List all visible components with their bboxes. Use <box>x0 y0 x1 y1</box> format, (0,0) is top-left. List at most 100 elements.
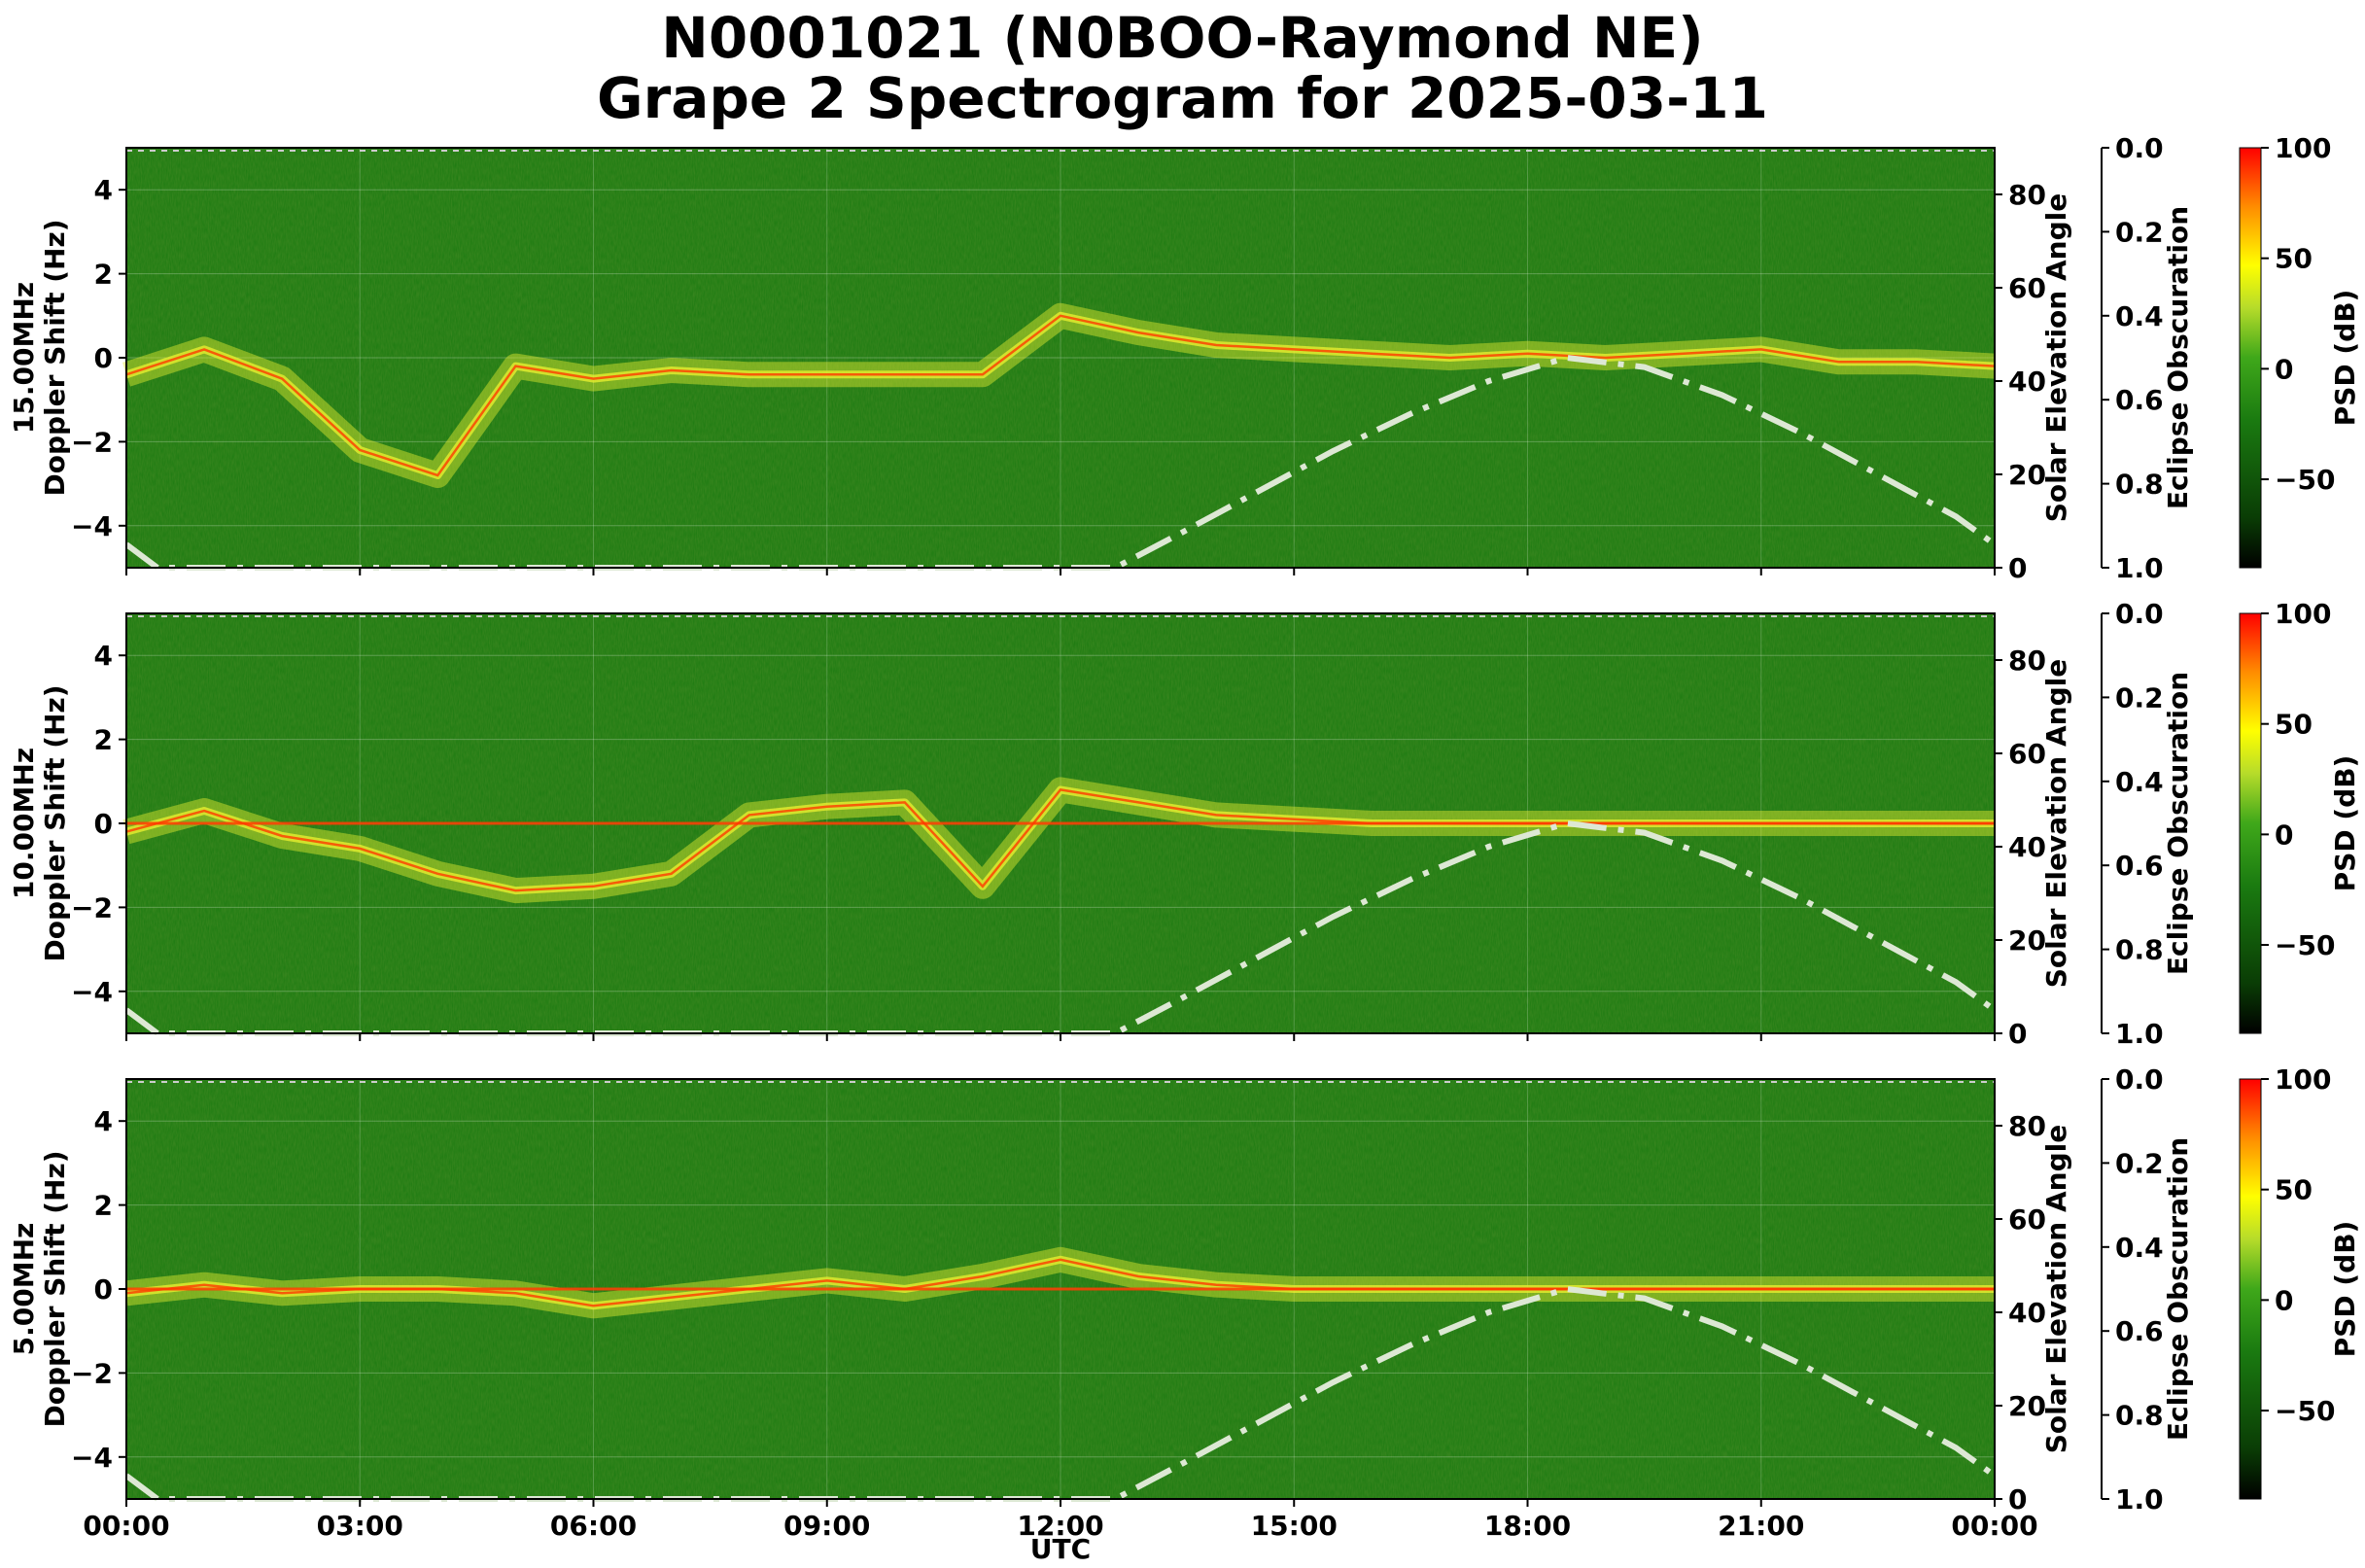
y-tick-label: 2 <box>94 724 113 756</box>
chart-title: N0001021 (N0BOO-Raymond NE) Grape 2 Spec… <box>0 8 2365 128</box>
eclipse-tick-label: 0.0 <box>2115 1063 2164 1096</box>
colorbar-tick-label: 50 <box>2275 243 2313 275</box>
eclipse-tick-label: 1.0 <box>2115 1483 2164 1516</box>
y-axis-label-doppler: Doppler Shift (Hz) <box>39 684 71 961</box>
doppler-trace-core <box>125 1258 1995 1307</box>
eclipse-tick-label: 1.0 <box>2115 1018 2164 1050</box>
spectrogram-noise <box>126 148 1995 568</box>
elevation-tick-label: 60 <box>2008 738 2046 770</box>
elevation-tick-label: 60 <box>2008 1203 2046 1236</box>
elevation-tick-label: 20 <box>2008 924 2046 957</box>
y-tick-label: −4 <box>71 976 113 1008</box>
x-tick-label: 21:00 <box>1718 1510 1804 1542</box>
eclipse-tick-label: 0.2 <box>2115 1147 2164 1179</box>
x-tick-label: 09:00 <box>783 1510 870 1542</box>
eclipse-obscuration-label: Eclipse Obscuration <box>2162 672 2194 975</box>
eclipse-tick-label: 0.8 <box>2115 1400 2164 1432</box>
x-tick-label: 18:00 <box>1484 1510 1571 1542</box>
colorbar <box>2239 147 2262 569</box>
colorbar-tick-label: 100 <box>2275 1063 2331 1096</box>
colorbar-tick-label: 100 <box>2275 598 2331 630</box>
y-tick-label: 4 <box>94 1105 113 1137</box>
eclipse-tick-label: 0.4 <box>2115 766 2164 798</box>
y-tick-label: 0 <box>94 342 113 374</box>
x-tick-label: 03:00 <box>317 1510 403 1542</box>
eclipse-tick-label: 0.4 <box>2115 300 2164 332</box>
colorbar-tick-label: 100 <box>2275 132 2331 164</box>
elevation-tick-label: 0 <box>2008 552 2027 584</box>
y-axis-label-frequency: 15.00MHz <box>8 282 40 434</box>
eclipse-obscuration-label: Eclipse Obscuration <box>2162 1137 2194 1441</box>
y-tick-label: 2 <box>94 1190 113 1222</box>
solar-elevation-label: Solar Elevation Angle <box>2040 659 2072 988</box>
eclipse-tick-label: 0.8 <box>2115 934 2164 966</box>
elevation-tick-label: 20 <box>2008 459 2046 491</box>
eclipse-tick-label: 0.2 <box>2115 216 2164 248</box>
colorbar <box>2239 1078 2262 1500</box>
x-tick-label: 00:00 <box>1951 1510 2037 1542</box>
elevation-tick-label: 20 <box>2008 1390 2046 1422</box>
title-line-2: Grape 2 Spectrogram for 2025-03-11 <box>597 65 1768 131</box>
eclipse-tick-label: 0.4 <box>2115 1232 2164 1264</box>
panel-10-mhz: 420−2−410.00MHz Doppler Shift (Hz)8060402… <box>8 598 2361 1050</box>
y-tick-label: 0 <box>94 808 113 840</box>
elevation-tick-label: 40 <box>2008 831 2046 863</box>
y-axis-label-frequency: 10.00MHz <box>8 748 40 899</box>
solar-elevation-curve <box>124 1285 1997 1502</box>
elevation-tick-label: 80 <box>2008 1110 2046 1142</box>
y-axis-label-doppler: Doppler Shift (Hz) <box>39 1150 71 1427</box>
elevation-tick-label: 80 <box>2008 179 2046 211</box>
colorbar-tick-label: −50 <box>2275 464 2335 496</box>
doppler-trace-core <box>125 788 1995 892</box>
eclipse-tick-label: 0.6 <box>2115 1315 2164 1347</box>
elevation-tick-label: 40 <box>2008 1297 2046 1329</box>
colorbar-label: PSD (dB) <box>2329 290 2361 427</box>
eclipse-tick-label: 0.8 <box>2115 469 2164 501</box>
solar-elevation-curve <box>124 354 1997 571</box>
elevation-tick-label: 40 <box>2008 366 2046 398</box>
colorbar-tick-label: −50 <box>2275 929 2335 961</box>
x-tick-label: 15:00 <box>1251 1510 1338 1542</box>
eclipse-obscuration-label: Eclipse Obscuration <box>2162 206 2194 509</box>
solar-elevation-label: Solar Elevation Angle <box>2040 193 2072 522</box>
doppler-trace-core <box>125 314 1996 477</box>
colorbar-label: PSD (dB) <box>2329 755 2361 892</box>
colorbar-tick-label: 0 <box>2275 353 2293 385</box>
solar-elevation-curve <box>124 819 1997 1036</box>
eclipse-tick-label: 0.0 <box>2115 132 2164 164</box>
eclipse-tick-label: 1.0 <box>2115 552 2164 584</box>
y-tick-label: 0 <box>94 1273 113 1306</box>
x-tick-label: 06:00 <box>550 1510 637 1542</box>
colorbar <box>2239 612 2262 1034</box>
x-axis-label: UTC <box>1030 1533 1091 1565</box>
elevation-tick-label: 0 <box>2008 1018 2027 1050</box>
solar-elevation-label: Solar Elevation Angle <box>2040 1125 2072 1453</box>
y-tick-label: −2 <box>71 426 113 458</box>
y-tick-label: −4 <box>71 1442 113 1474</box>
elevation-tick-label: 0 <box>2008 1483 2027 1516</box>
elevation-tick-label: 80 <box>2008 645 2046 677</box>
x-tick-label: 00:00 <box>83 1510 169 1542</box>
y-tick-label: 2 <box>94 259 113 291</box>
y-axis-label-doppler: Doppler Shift (Hz) <box>39 219 71 496</box>
eclipse-tick-label: 0.6 <box>2115 384 2164 416</box>
y-tick-label: 4 <box>94 174 113 206</box>
colorbar-tick-label: 50 <box>2275 1174 2313 1206</box>
y-tick-label: −4 <box>71 510 113 542</box>
eclipse-tick-label: 0.2 <box>2115 681 2164 714</box>
eclipse-tick-label: 0.6 <box>2115 850 2164 882</box>
colorbar-tick-label: −50 <box>2275 1395 2335 1427</box>
x-tick-label: 12:00 <box>1017 1510 1103 1542</box>
panel-5-mhz: 420−2−45.00MHz Doppler Shift (Hz)80604020… <box>8 1063 2361 1542</box>
colorbar-tick-label: 50 <box>2275 709 2313 741</box>
y-tick-label: −2 <box>71 1357 113 1389</box>
elevation-tick-label: 60 <box>2008 272 2046 304</box>
colorbar-tick-label: 0 <box>2275 819 2293 851</box>
panel-15-mhz: 420−2−415.00MHz Doppler Shift (Hz)8060402… <box>8 132 2361 584</box>
eclipse-tick-label: 0.0 <box>2115 598 2164 630</box>
title-line-1: N0001021 (N0BOO-Raymond NE) <box>661 5 1704 71</box>
y-tick-label: 4 <box>94 640 113 672</box>
colorbar-label: PSD (dB) <box>2329 1221 2361 1358</box>
colorbar-tick-label: 0 <box>2275 1284 2293 1316</box>
